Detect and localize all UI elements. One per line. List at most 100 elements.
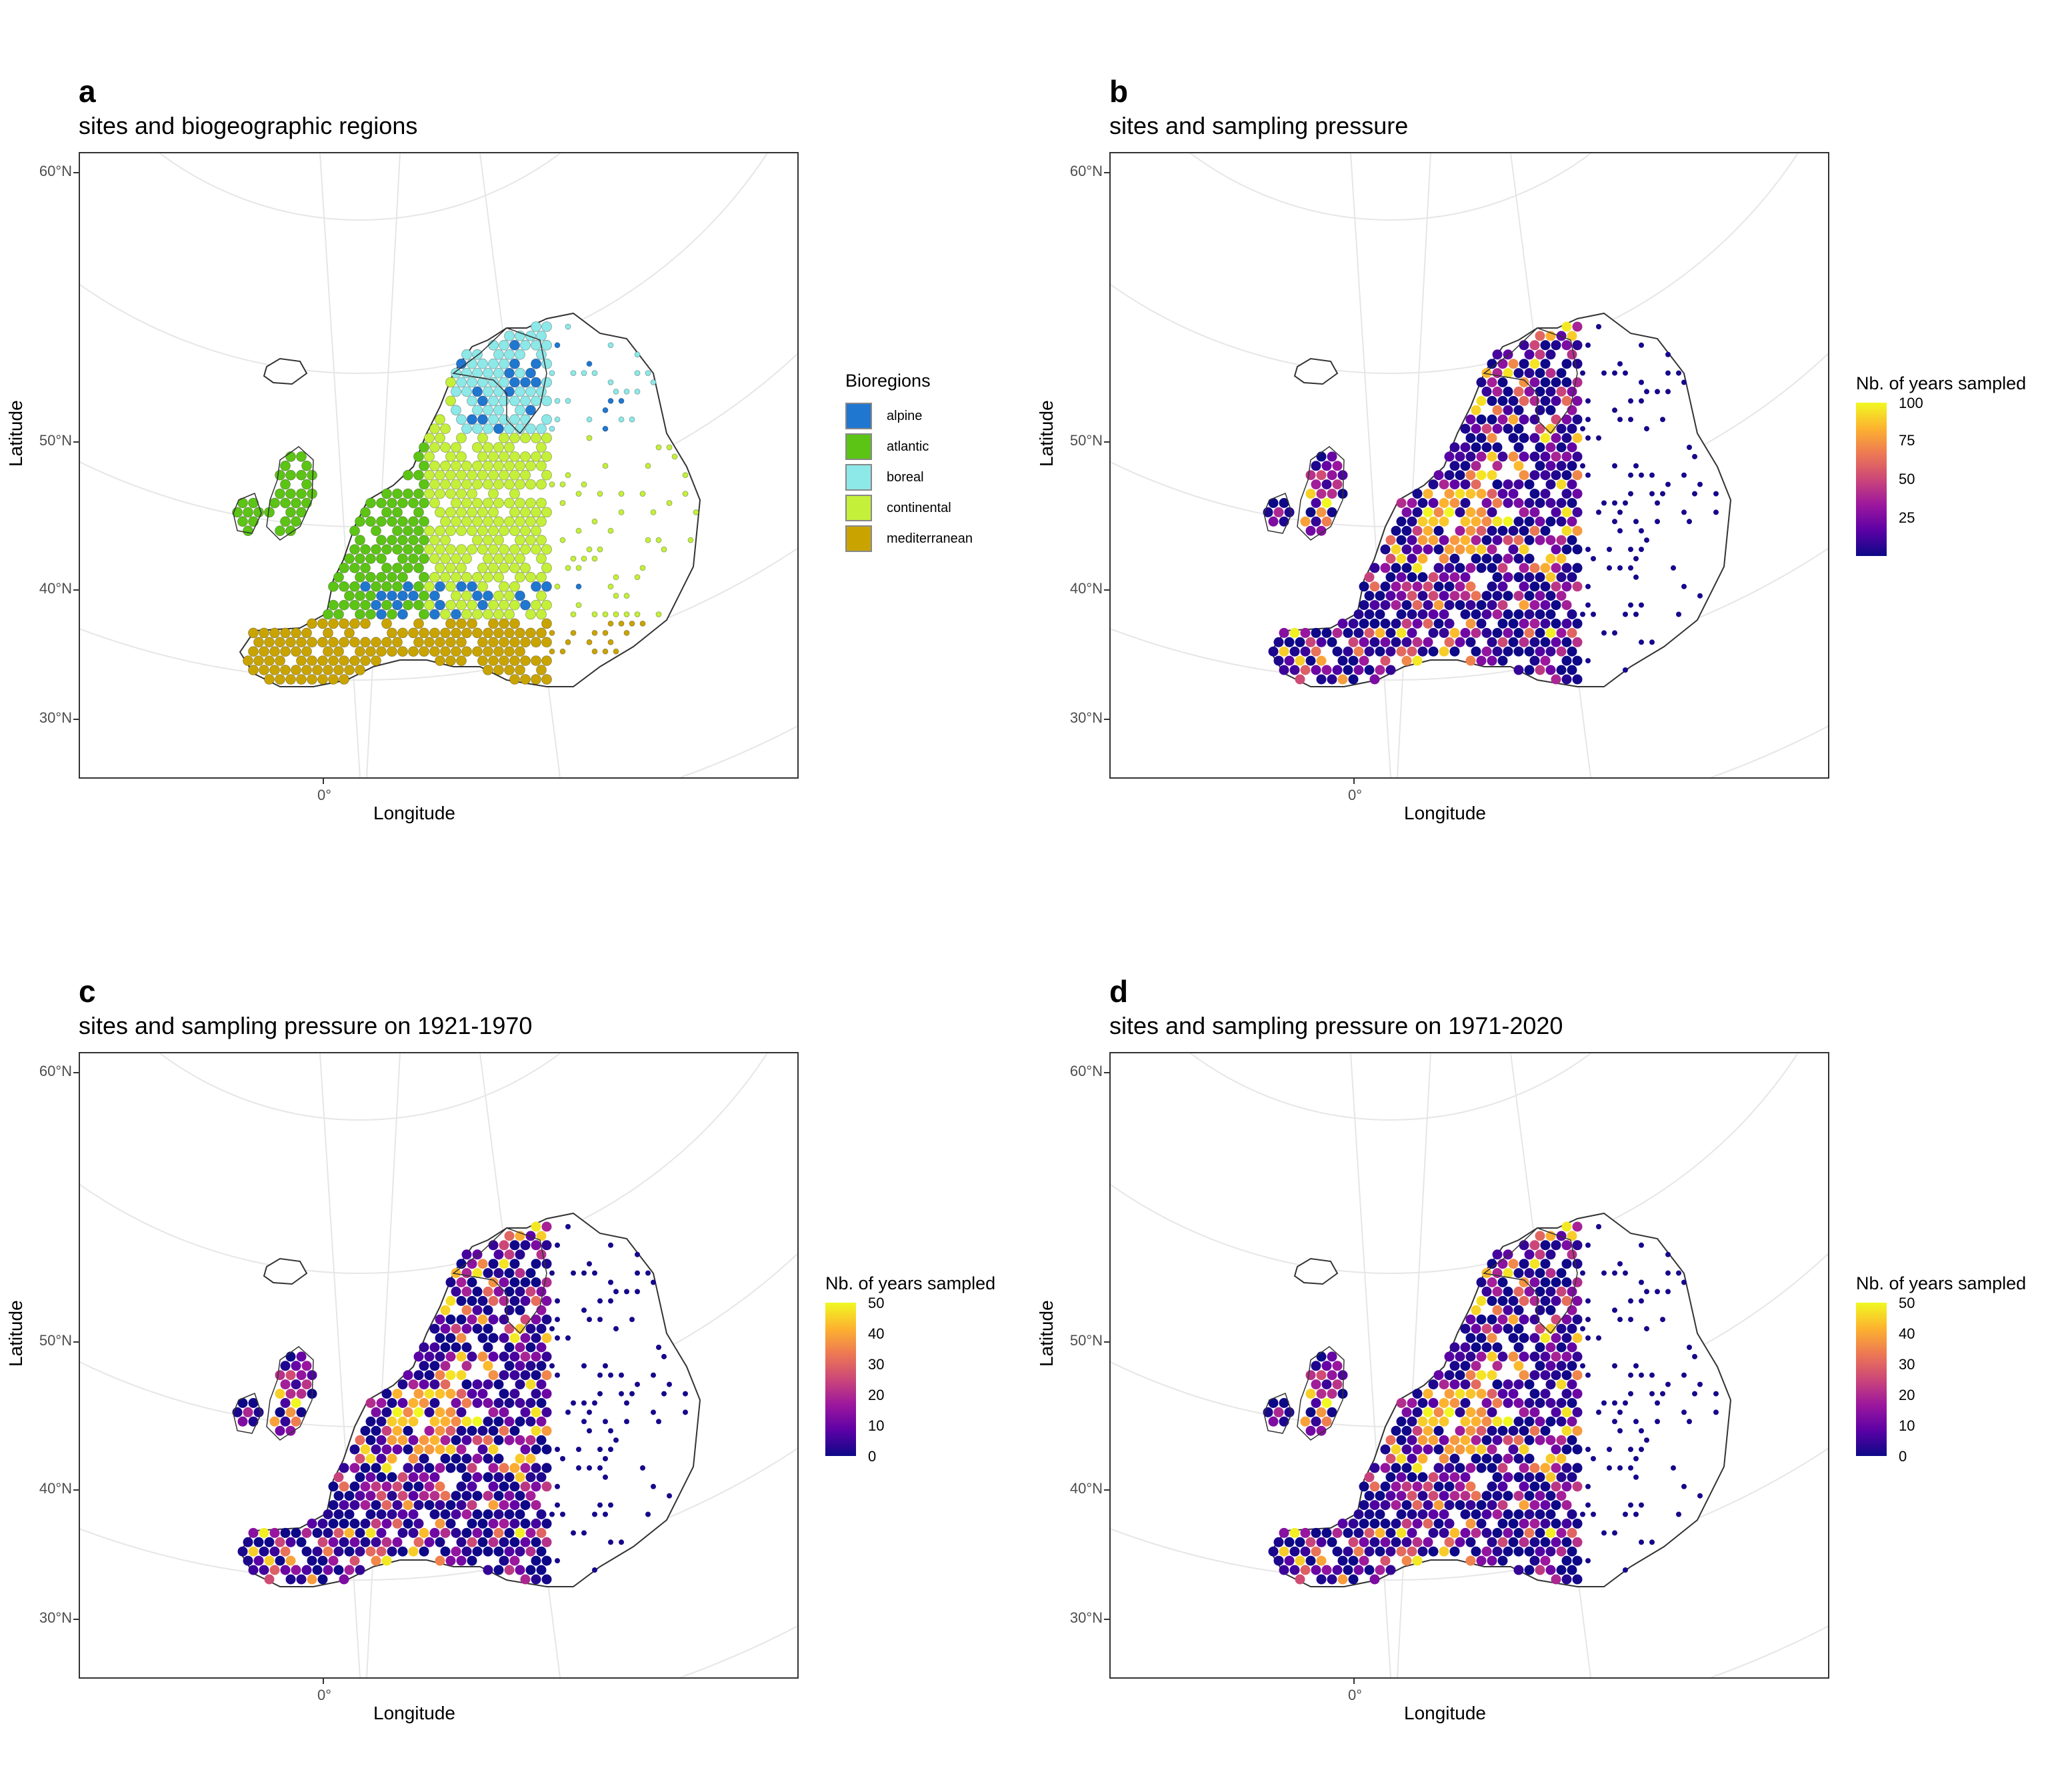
site-cell xyxy=(1585,1242,1591,1248)
site-cell xyxy=(1519,1463,1529,1473)
site-cell xyxy=(559,500,566,506)
site-cell xyxy=(1585,1502,1591,1508)
site-cell xyxy=(413,1537,424,1547)
site-cell xyxy=(1465,1500,1476,1511)
site-cell xyxy=(493,535,504,546)
site-cell xyxy=(445,377,456,388)
site-cell xyxy=(1585,1317,1591,1323)
site-cell xyxy=(483,1342,493,1353)
site-cell xyxy=(1444,563,1455,573)
site-cell xyxy=(499,358,509,369)
site-cell xyxy=(1535,405,1545,415)
site-cell xyxy=(1561,1555,1572,1566)
site-cell xyxy=(1311,461,1321,471)
site-cell xyxy=(1665,351,1671,357)
site-cell xyxy=(328,1555,339,1566)
site-cell xyxy=(515,646,525,657)
site-cell xyxy=(1572,377,1583,387)
site-cell xyxy=(365,1509,376,1519)
site-cell xyxy=(1508,1314,1519,1325)
site-cell xyxy=(1465,1425,1476,1436)
site-cell xyxy=(1612,1307,1617,1313)
site-cell xyxy=(499,618,509,629)
site-cell xyxy=(1519,581,1529,592)
site-cell xyxy=(381,1425,392,1436)
site-cell xyxy=(1497,1463,1508,1473)
site-cell xyxy=(1465,655,1476,666)
site-cell xyxy=(472,571,483,583)
site-cell xyxy=(555,1335,560,1341)
site-cell xyxy=(477,525,488,537)
site-cell xyxy=(1487,1351,1497,1362)
site-cell xyxy=(1572,340,1583,351)
site-cell xyxy=(509,563,520,573)
site-cell xyxy=(586,639,593,645)
site-cell xyxy=(397,553,408,564)
site-cell xyxy=(451,571,461,583)
lat-tick-mark xyxy=(1104,719,1109,720)
site-cell xyxy=(333,1565,344,1575)
site-cell xyxy=(1369,581,1380,592)
site-cell xyxy=(1513,461,1524,471)
site-cell xyxy=(1428,1472,1439,1483)
site-cell xyxy=(1649,491,1655,497)
site-cell xyxy=(635,1289,640,1295)
site-cell xyxy=(1545,1472,1556,1483)
site-cell xyxy=(586,546,593,553)
site-cell xyxy=(549,648,555,655)
site-cell xyxy=(328,674,339,685)
site-cell xyxy=(1433,470,1444,481)
site-cell xyxy=(1535,1323,1545,1334)
site-cell xyxy=(608,1279,613,1285)
site-cell xyxy=(280,1416,291,1427)
site-cell xyxy=(1316,507,1327,517)
site-cell xyxy=(376,646,387,657)
site-cell xyxy=(1681,583,1687,589)
site-cell xyxy=(493,367,504,379)
site-cell xyxy=(1321,1565,1332,1575)
site-cell xyxy=(467,525,477,537)
site-cell xyxy=(1279,1398,1289,1408)
site-cell xyxy=(1535,386,1545,397)
map-canvas xyxy=(80,1053,797,1677)
site-cell xyxy=(1551,1333,1561,1343)
site-cell xyxy=(371,655,381,666)
site-cell xyxy=(607,397,614,404)
site-cell xyxy=(1380,544,1391,555)
site-cell xyxy=(269,1546,280,1557)
site-cell xyxy=(1316,1351,1327,1362)
site-cell xyxy=(339,1500,349,1511)
site-cell xyxy=(1476,1444,1487,1455)
site-cell xyxy=(1343,665,1353,675)
site-cell xyxy=(275,525,285,537)
site-cell xyxy=(515,405,525,416)
site-cell xyxy=(1524,646,1535,657)
site-cell xyxy=(1385,627,1396,638)
site-cell xyxy=(472,1509,483,1519)
site-cell xyxy=(488,507,499,518)
site-cell xyxy=(1529,1481,1540,1492)
site-cell xyxy=(515,1546,525,1557)
site-cell xyxy=(541,1370,552,1381)
site-cell xyxy=(376,497,387,509)
site-cell xyxy=(285,451,296,462)
site-cell xyxy=(451,479,461,490)
site-cell xyxy=(1412,1518,1423,1529)
site-cell xyxy=(296,1537,307,1547)
site-cell xyxy=(1612,630,1617,636)
lon-tick-mark xyxy=(323,1679,324,1684)
site-cell xyxy=(419,590,429,601)
site-cell xyxy=(1391,1537,1401,1547)
site-cell xyxy=(317,655,328,666)
site-cell xyxy=(536,1565,547,1575)
site-cell xyxy=(429,460,440,471)
site-cell xyxy=(488,377,499,388)
site-cell xyxy=(1591,1456,1596,1461)
site-cell xyxy=(1289,646,1300,657)
site-cell xyxy=(397,1527,408,1538)
site-cell xyxy=(565,472,571,479)
site-cell xyxy=(1385,665,1396,675)
site-cell xyxy=(259,1527,269,1538)
site-cell xyxy=(483,1435,493,1445)
site-cell xyxy=(1460,627,1471,638)
